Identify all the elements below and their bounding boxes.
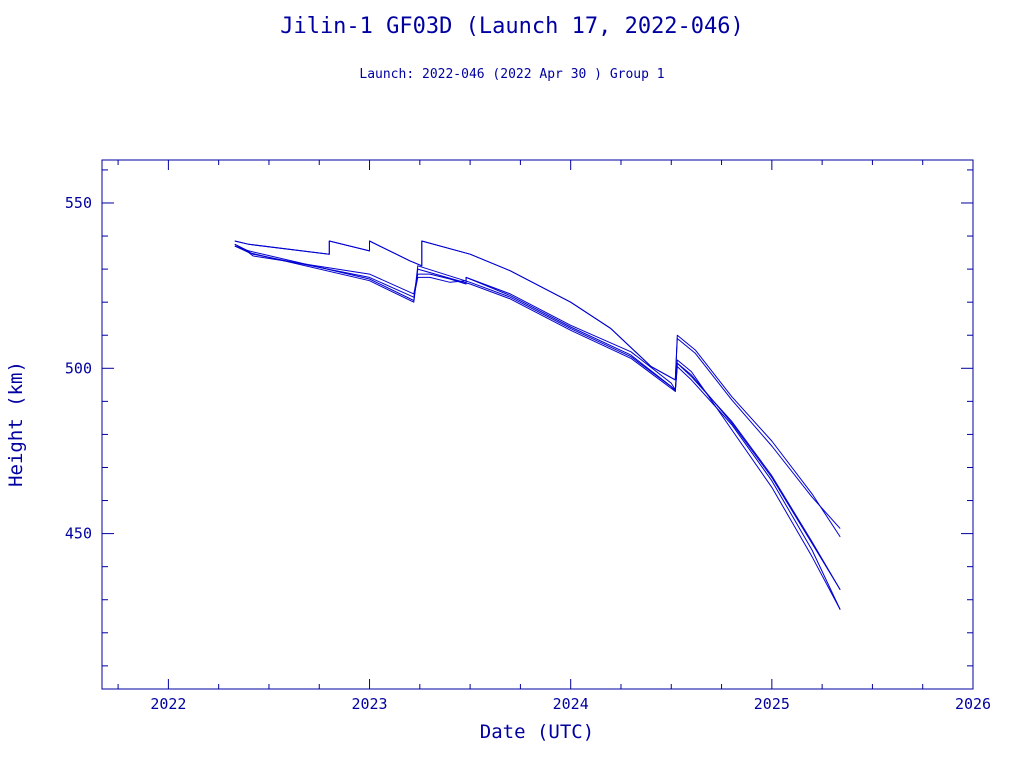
y-axis-label: Height (km) bbox=[5, 361, 27, 487]
x-tick-label: 2025 bbox=[754, 695, 790, 713]
x-axis-label: Date (UTC) bbox=[480, 721, 594, 743]
chart-title: Jilin-1 GF03D (Launch 17, 2022-046) bbox=[280, 14, 744, 39]
series-line-3 bbox=[234, 243, 841, 610]
tick-labels: 2022 2023 2024 2025 2026 450 500 550 bbox=[65, 194, 991, 713]
series-line-6 bbox=[234, 245, 841, 610]
series-line-5 bbox=[234, 245, 841, 591]
series-line-4 bbox=[234, 243, 841, 591]
y-tick-label: 500 bbox=[65, 359, 92, 377]
chart-subtitle: Launch: 2022-046 (2022 Apr 30 ) Group 1 bbox=[359, 67, 665, 82]
series-line-2 bbox=[234, 240, 841, 529]
x-tick-label: 2026 bbox=[955, 695, 991, 713]
x-tick-label: 2023 bbox=[351, 695, 387, 713]
y-tick-label: 450 bbox=[65, 525, 92, 543]
y-tick-label: 550 bbox=[65, 194, 92, 212]
x-tick-label: 2024 bbox=[553, 695, 589, 713]
tick-marks bbox=[102, 160, 974, 689]
series-lines bbox=[234, 240, 841, 610]
x-tick-label: 2022 bbox=[150, 695, 186, 713]
plot-frame bbox=[101, 159, 974, 690]
